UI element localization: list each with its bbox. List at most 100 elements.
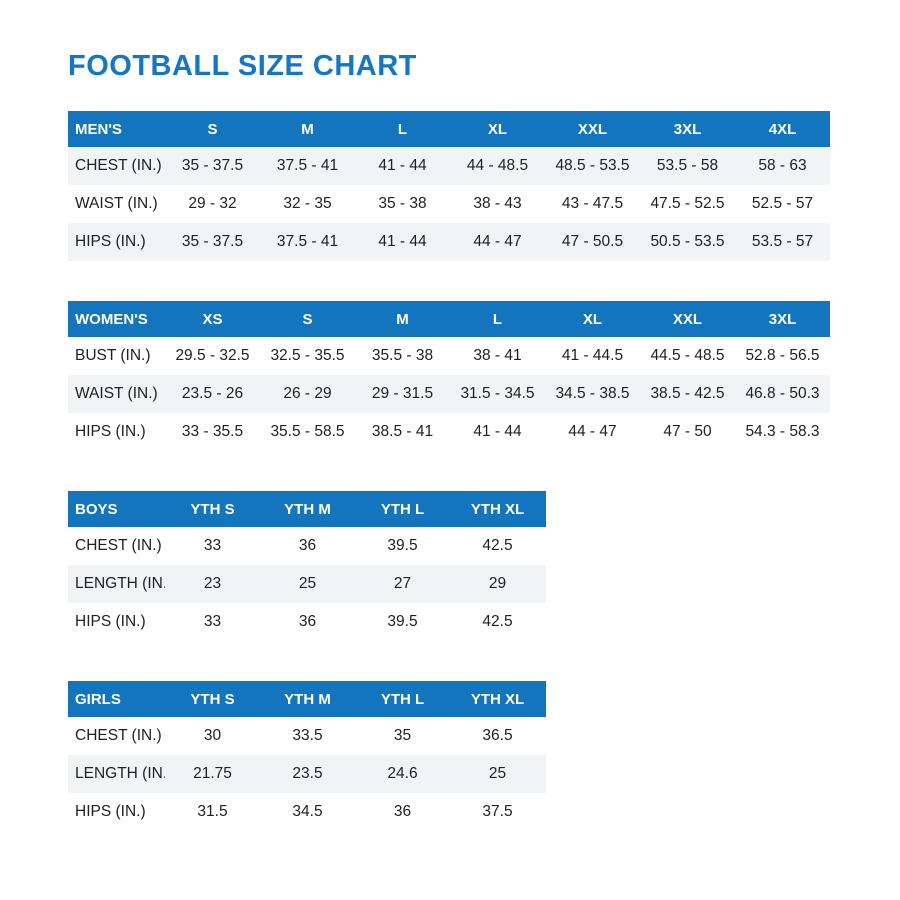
- cell-value: 29: [488, 575, 507, 592]
- cell-value: 41 - 44: [378, 157, 427, 174]
- cell-value: 32.5 - 35.5: [270, 347, 345, 364]
- womens-size-table: WOMEN'S XS S M L XL XXL 3XL BUST (IN.) 29.5 - 32.…: [68, 301, 830, 451]
- cell-value: 43 - 47.5: [561, 195, 624, 212]
- mens-table-header: MEN'S S M L XL XXL 3XL 4XL: [68, 111, 830, 147]
- size-column-header: 3XL: [673, 120, 702, 138]
- size-chart-page: FOOTBALL SIZE CHART MEN'S S M L XL XXL 3XL 4XL C…: [68, 50, 830, 831]
- size-column-header: YTH L: [380, 690, 425, 708]
- cell-value: 44.5 - 48.5: [650, 347, 725, 364]
- cell-value: 36: [298, 537, 317, 554]
- row-label: HIPS (IN.): [75, 233, 146, 250]
- cell-value: 50.5 - 53.5: [650, 233, 725, 250]
- size-column-header: XS: [202, 310, 223, 328]
- cell-value: 54.3 - 58.3: [745, 423, 820, 440]
- table-group-label: GIRLS: [75, 690, 121, 708]
- size-column-header: M: [396, 310, 409, 328]
- row-label: LENGTH (IN.): [75, 765, 165, 782]
- row-label: HIPS (IN.): [75, 423, 146, 440]
- cell-value: 36: [393, 803, 412, 820]
- row-label: CHEST (IN.): [75, 727, 162, 744]
- row-label: CHEST (IN.): [75, 537, 162, 554]
- cell-value: 44 - 47: [473, 233, 522, 250]
- cell-value: 35 - 37.5: [181, 157, 244, 174]
- table-row: HIPS (IN.) 33 - 35.5 35.5 - 58.5 38.5 - 41 4…: [68, 413, 830, 451]
- row-label: HIPS (IN.): [75, 803, 146, 820]
- cell-value: 35 - 37.5: [181, 233, 244, 250]
- table-row: CHEST (IN.) 35 - 37.5 37.5 - 41 41 - 44 44 -…: [68, 147, 830, 185]
- size-column-header: L: [492, 310, 503, 328]
- cell-value: 53.5 - 57: [751, 233, 814, 250]
- cell-value: 31.5: [197, 803, 228, 820]
- size-column-header: XXL: [577, 120, 608, 138]
- cell-value: 25: [298, 575, 317, 592]
- row-label: BUST (IN.): [75, 347, 151, 364]
- cell-value: 23: [203, 575, 222, 592]
- cell-value: 52.8 - 56.5: [745, 347, 820, 364]
- size-column-header: YTH XL: [470, 690, 525, 708]
- cell-value: 33 - 35.5: [181, 423, 244, 440]
- row-label: LENGTH (IN.): [75, 575, 165, 592]
- cell-value: 37.5 - 41: [276, 233, 339, 250]
- table-row: WAIST (IN.) 23.5 - 26 26 - 29 29 - 31.5 31.5…: [68, 375, 830, 413]
- cell-value: 58 - 63: [758, 157, 807, 174]
- size-column-header: YTH M: [284, 500, 331, 518]
- table-row: CHEST (IN.) 30 33.5 35 36.5: [68, 717, 546, 755]
- cell-value: 36: [298, 613, 317, 630]
- cell-value: 48.5 - 53.5: [555, 157, 630, 174]
- cell-value: 32 - 35: [283, 195, 332, 212]
- size-column-header: YTH S: [190, 690, 235, 708]
- cell-value: 34.5 - 38.5: [555, 385, 630, 402]
- table-row: LENGTH (IN.) 21.75 23.5 24.6 25: [68, 755, 546, 793]
- cell-value: 35.5 - 38: [371, 347, 434, 364]
- cell-value: 53.5 - 58: [656, 157, 719, 174]
- cell-value: 30: [203, 727, 222, 744]
- cell-value: 38 - 41: [473, 347, 522, 364]
- page-title: FOOTBALL SIZE CHART: [68, 50, 417, 82]
- cell-value: 23.5: [292, 765, 323, 782]
- size-column-header: YTH M: [284, 690, 331, 708]
- cell-value: 41 - 44: [473, 423, 522, 440]
- cell-value: 35 - 38: [378, 195, 427, 212]
- cell-value: 44 - 48.5: [466, 157, 529, 174]
- table-group-label: MEN'S: [75, 120, 122, 138]
- cell-value: 39.5: [387, 613, 418, 630]
- cell-value: 36.5: [482, 727, 513, 744]
- cell-value: 33: [203, 613, 222, 630]
- cell-value: 42.5: [482, 613, 513, 630]
- cell-value: 47.5 - 52.5: [650, 195, 725, 212]
- table-row: WAIST (IN.) 29 - 32 32 - 35 35 - 38 38 - 43 4…: [68, 185, 830, 223]
- cell-value: 21.75: [193, 765, 232, 782]
- table-row: BUST (IN.) 29.5 - 32.5 32.5 - 35.5 35.5 - 3…: [68, 337, 830, 375]
- cell-value: 27: [393, 575, 412, 592]
- boys-table-header: BOYS YTH S YTH M YTH L YTH XL: [68, 491, 546, 527]
- cell-value: 23.5 - 26: [181, 385, 244, 402]
- size-column-header: XL: [487, 120, 508, 138]
- table-group-label: BOYS: [75, 500, 118, 518]
- size-column-header: YTH S: [190, 500, 235, 518]
- cell-value: 29 - 32: [188, 195, 237, 212]
- cell-value: 47 - 50: [663, 423, 712, 440]
- row-label: WAIST (IN.): [75, 385, 158, 402]
- cell-value: 29.5 - 32.5: [175, 347, 250, 364]
- cell-value: 38.5 - 41: [371, 423, 434, 440]
- cell-value: 38 - 43: [473, 195, 522, 212]
- boys-size-table: BOYS YTH S YTH M YTH L YTH XL CHEST (IN.) 33 36…: [68, 491, 546, 641]
- cell-value: 33.5: [292, 727, 323, 744]
- mens-size-table: MEN'S S M L XL XXL 3XL 4XL CHEST (IN.) 35 - 37.5 3…: [68, 111, 830, 261]
- cell-value: 42.5: [482, 537, 513, 554]
- cell-value: 35.5 - 58.5: [270, 423, 345, 440]
- size-column-header: XXL: [672, 310, 703, 328]
- size-column-header: L: [397, 120, 408, 138]
- size-column-header: M: [301, 120, 314, 138]
- size-column-header: S: [302, 310, 313, 328]
- cell-value: 29 - 31.5: [371, 385, 434, 402]
- cell-value: 47 - 50.5: [561, 233, 624, 250]
- row-label: WAIST (IN.): [75, 195, 158, 212]
- table-row: HIPS (IN.) 33 36 39.5 42.5: [68, 603, 546, 641]
- cell-value: 31.5 - 34.5: [460, 385, 535, 402]
- cell-value: 33: [203, 537, 222, 554]
- table-row: HIPS (IN.) 31.5 34.5 36 37.5: [68, 793, 546, 831]
- cell-value: 52.5 - 57: [751, 195, 814, 212]
- girls-table-header: GIRLS YTH S YTH M YTH L YTH XL: [68, 681, 546, 717]
- cell-value: 25: [488, 765, 507, 782]
